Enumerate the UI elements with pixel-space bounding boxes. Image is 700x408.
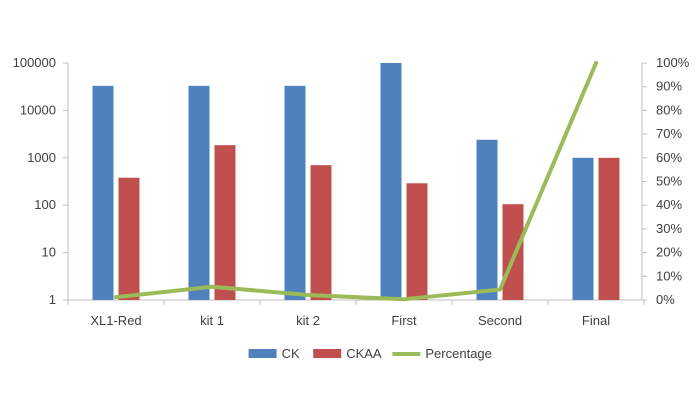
- bar-ck-xl1-red: [92, 85, 114, 300]
- legend-swatch-ckaa: [313, 349, 342, 358]
- left-tick-label: 10000: [20, 102, 56, 117]
- left-tick-label: 1000: [27, 150, 56, 165]
- left-tick-label: 100: [34, 197, 56, 212]
- line-point-percentage: [499, 288, 502, 291]
- bar-ck-final: [572, 157, 594, 300]
- line-point-percentage: [211, 285, 214, 288]
- line-point-percentage: [115, 296, 118, 299]
- legend-label-percentage: Percentage: [425, 346, 492, 361]
- percentage-line: [114, 61, 598, 302]
- right-tick-label: 70%: [656, 126, 682, 141]
- right-tick-label: 20%: [656, 245, 682, 260]
- right-tick-label: 40%: [656, 197, 682, 212]
- line-point-percentage: [595, 62, 598, 65]
- bar-ckaa-xl1-red: [118, 177, 140, 300]
- bar-ckaa-kit-2: [310, 165, 332, 300]
- bar-ck-kit-1: [188, 85, 210, 300]
- left-axis-ticks: 1 10 100 1000 10000 100000: [13, 55, 68, 307]
- line-percentage: [114, 61, 598, 302]
- right-tick-label: 60%: [656, 150, 682, 165]
- bars: [92, 63, 620, 300]
- legend-label-ckaa: CKAA: [346, 346, 382, 361]
- bar-ck-first: [380, 63, 402, 300]
- category-label: kit 1: [200, 313, 224, 328]
- axes: [67, 63, 645, 305]
- bar-ckaa-final: [598, 157, 620, 300]
- bar-ck-second: [476, 139, 498, 300]
- legend: CK CKAA Percentage: [248, 346, 492, 361]
- legend-swatch-ck: [248, 349, 277, 358]
- bar-ck-kit-2: [284, 85, 306, 300]
- right-tick-label: 100%: [656, 55, 690, 70]
- bar-ckaa-first: [406, 183, 428, 300]
- right-axis-ticks: 0% 10% 20% 30% 40% 50% 60% 70% 80% 90% 100%: [642, 55, 690, 307]
- category-label: Final: [582, 313, 610, 328]
- right-tick-label: 0%: [656, 292, 675, 307]
- right-tick-label: 10%: [656, 268, 682, 283]
- category-label: Second: [478, 313, 522, 328]
- right-tick-label: 80%: [656, 102, 682, 117]
- line-point-percentage: [307, 294, 310, 297]
- left-tick-label: 10: [42, 245, 56, 260]
- category-label: XL1-Red: [90, 313, 141, 328]
- category-label: First: [391, 313, 417, 328]
- legend-label-ck: CK: [282, 346, 300, 361]
- line-point-percentage: [403, 298, 406, 301]
- category-labels: XL1-Red kit 1 kit 2 First Second Final: [90, 313, 610, 328]
- left-tick-label: 1: [49, 292, 56, 307]
- left-tick-label: 100000: [13, 55, 56, 70]
- category-label: kit 2: [296, 313, 320, 328]
- right-tick-label: 30%: [656, 221, 682, 236]
- bar-ckaa-second: [502, 204, 524, 300]
- right-tick-label: 90%: [656, 79, 682, 94]
- right-tick-label: 50%: [656, 174, 682, 189]
- bar-ckaa-kit-1: [214, 145, 236, 300]
